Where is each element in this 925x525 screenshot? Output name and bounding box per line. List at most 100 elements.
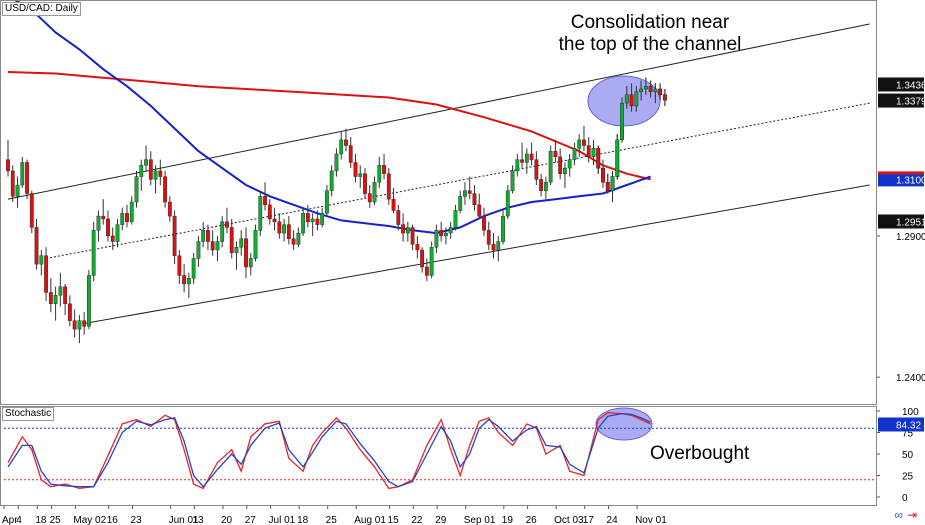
candle-body <box>186 278 191 285</box>
candle-body <box>329 170 334 191</box>
candle <box>591 139 596 166</box>
date-tick-label: 25 <box>326 515 338 525</box>
candle-body <box>110 235 115 242</box>
candle <box>444 227 448 245</box>
candle <box>215 235 220 262</box>
candle-body <box>620 102 624 141</box>
date-tick-label: Jul 01 <box>269 515 296 525</box>
date-tick-label: Oct 03 <box>554 515 584 525</box>
candle-body <box>248 258 253 268</box>
candle <box>139 159 144 191</box>
candle-body <box>548 150 553 183</box>
candle-body <box>434 230 439 248</box>
candle <box>377 156 382 188</box>
candle-body <box>358 173 363 177</box>
candle-body <box>91 230 96 276</box>
candles <box>6 77 667 344</box>
stochastic-panel-frame <box>0 406 877 506</box>
candle-body <box>25 162 29 194</box>
candle <box>63 283 68 316</box>
main-panel-frame <box>0 0 877 405</box>
price-marker-accent <box>878 171 924 175</box>
candle-body <box>372 182 377 203</box>
candle-body <box>263 196 267 206</box>
candle-body <box>601 167 605 183</box>
candle <box>96 210 101 242</box>
candle-body <box>220 221 225 242</box>
candle <box>244 227 248 279</box>
highlights <box>587 75 667 441</box>
candle-body <box>253 230 258 259</box>
candle-body <box>348 145 353 163</box>
candle <box>448 221 453 239</box>
candle <box>182 264 187 293</box>
candle <box>429 241 434 279</box>
candle-overlay <box>658 83 663 101</box>
candle-body <box>524 153 529 163</box>
candle-body <box>286 224 291 239</box>
candle-body <box>153 170 158 180</box>
candle-body <box>129 201 134 222</box>
candle <box>167 196 172 222</box>
candle-body <box>272 218 277 222</box>
candle-body <box>29 193 34 228</box>
channel-middle-line <box>45 102 870 259</box>
candle-body <box>553 150 558 157</box>
axes: 1.2900 1.2400 1.3436 1.3379 1.3100 1.2951 Apr4… <box>2 77 925 525</box>
candle-body <box>177 255 182 276</box>
candle <box>201 221 206 248</box>
candle <box>486 221 491 251</box>
candle <box>153 165 158 194</box>
candle-body <box>653 88 658 93</box>
magnet-icon[interactable]: ∞ <box>894 508 903 522</box>
candle-body <box>201 230 206 242</box>
candle-body <box>139 165 144 177</box>
candle-body <box>39 255 44 265</box>
date-tick-label: Aug 01 <box>354 515 386 525</box>
candle-body <box>486 230 491 245</box>
candle-body <box>410 227 415 245</box>
candle-body <box>363 173 367 194</box>
candle <box>434 224 439 253</box>
candle-body <box>334 153 339 172</box>
candle-body <box>610 176 615 191</box>
channel-lower-line <box>84 184 870 324</box>
stochastic-tick-label: 100 <box>902 407 919 418</box>
candle <box>401 213 405 242</box>
candle <box>129 196 134 225</box>
candle-body <box>315 218 320 225</box>
candle-body <box>658 88 663 95</box>
consolidation-line1: Consolidation near <box>570 12 730 33</box>
date-tick-label: 16 <box>107 515 119 525</box>
overbought-annotation: Overbought <box>650 443 750 464</box>
candle-body <box>567 159 572 169</box>
candle-body <box>467 190 472 194</box>
moving-averages <box>7 0 651 235</box>
candle <box>439 221 444 242</box>
date-tick-label: 24 <box>607 515 619 525</box>
candle-body <box>563 167 567 174</box>
candle <box>229 218 234 259</box>
candle-body <box>96 215 101 231</box>
price-marker: 1.2951 <box>878 214 925 229</box>
candle-body <box>605 182 610 191</box>
candle <box>353 153 358 183</box>
candle <box>263 182 267 211</box>
candle-body <box>367 193 372 203</box>
candle-body <box>125 213 129 222</box>
candle-body <box>191 258 196 279</box>
candle-body <box>491 244 496 251</box>
chart-title: USD/CAD: Daily <box>2 2 81 16</box>
price-marker-bg <box>878 172 924 187</box>
date-tick-label: 18 <box>297 515 309 525</box>
stochastic-tick-label: 25 <box>902 472 914 483</box>
candle <box>586 137 591 163</box>
candle-body <box>405 227 410 234</box>
candle <box>58 272 63 307</box>
candle-body <box>510 170 515 191</box>
arrow-icon[interactable]: ⇥ <box>906 508 917 522</box>
candle <box>163 170 167 208</box>
candle <box>582 125 586 152</box>
price-marker: 1.3379 <box>878 93 925 108</box>
candle <box>172 210 177 265</box>
